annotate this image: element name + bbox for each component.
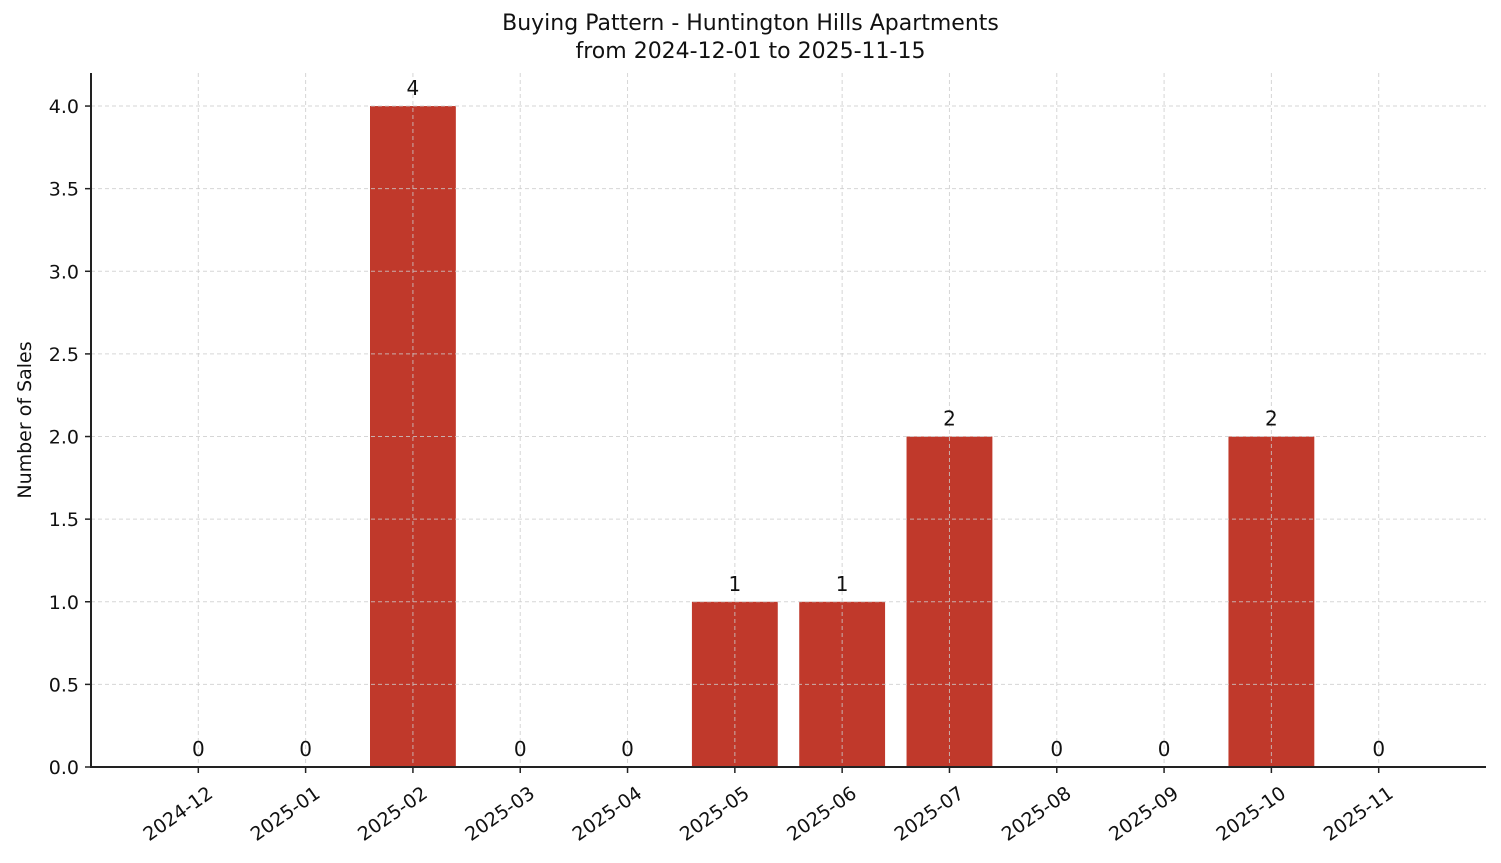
chart-subtitle: from 2024-12-01 to 2025-11-15 [575, 39, 926, 64]
y-tick-label: 4.0 [49, 96, 79, 118]
bar-value-label: 0 [299, 737, 312, 761]
x-tick-label: 2025-08 [998, 782, 1076, 846]
x-tick-label: 2025-06 [783, 782, 861, 846]
y-tick-label: 3.5 [49, 179, 79, 201]
x-tick-label: 2025-10 [1212, 782, 1290, 846]
bar-value-label: 2 [1265, 407, 1278, 431]
y-tick-label: 2.5 [49, 344, 79, 366]
bar-value-label: 1 [728, 572, 741, 596]
x-tick-label: 2024-12 [139, 782, 217, 846]
bar-value-label: 0 [621, 737, 634, 761]
x-tick-label: 2025-09 [1105, 782, 1183, 846]
x-tick-label: 2025-05 [676, 782, 754, 846]
bar-value-label: 2 [943, 407, 956, 431]
bar-value-label: 0 [1050, 737, 1063, 761]
y-axis-label: Number of Sales [14, 341, 36, 498]
x-tick-label: 2025-07 [890, 782, 968, 846]
chart-title: Buying Pattern - Huntington Hills Apartm… [502, 11, 999, 36]
x-tick-label: 2025-03 [461, 782, 539, 846]
bar-value-label: 0 [1372, 737, 1385, 761]
y-tick-label: 1.5 [49, 509, 79, 531]
x-tick-label: 2025-02 [354, 782, 432, 846]
y-tick-label: 0.0 [49, 757, 79, 779]
x-tick-label: 2025-01 [247, 782, 325, 846]
bar-value-label: 0 [192, 737, 205, 761]
y-tick-label: 2.0 [49, 427, 79, 449]
y-tick-label: 0.5 [49, 674, 79, 696]
x-tick-label: 2025-04 [569, 782, 647, 846]
bar-value-label: 4 [407, 76, 420, 100]
x-tick-label: 2025-11 [1320, 782, 1398, 846]
bar-value-label: 0 [514, 737, 527, 761]
y-tick-label: 1.0 [49, 592, 79, 614]
y-tick-label: 3.0 [49, 261, 79, 283]
bar-value-label: 0 [1158, 737, 1171, 761]
bar-value-label: 1 [836, 572, 849, 596]
